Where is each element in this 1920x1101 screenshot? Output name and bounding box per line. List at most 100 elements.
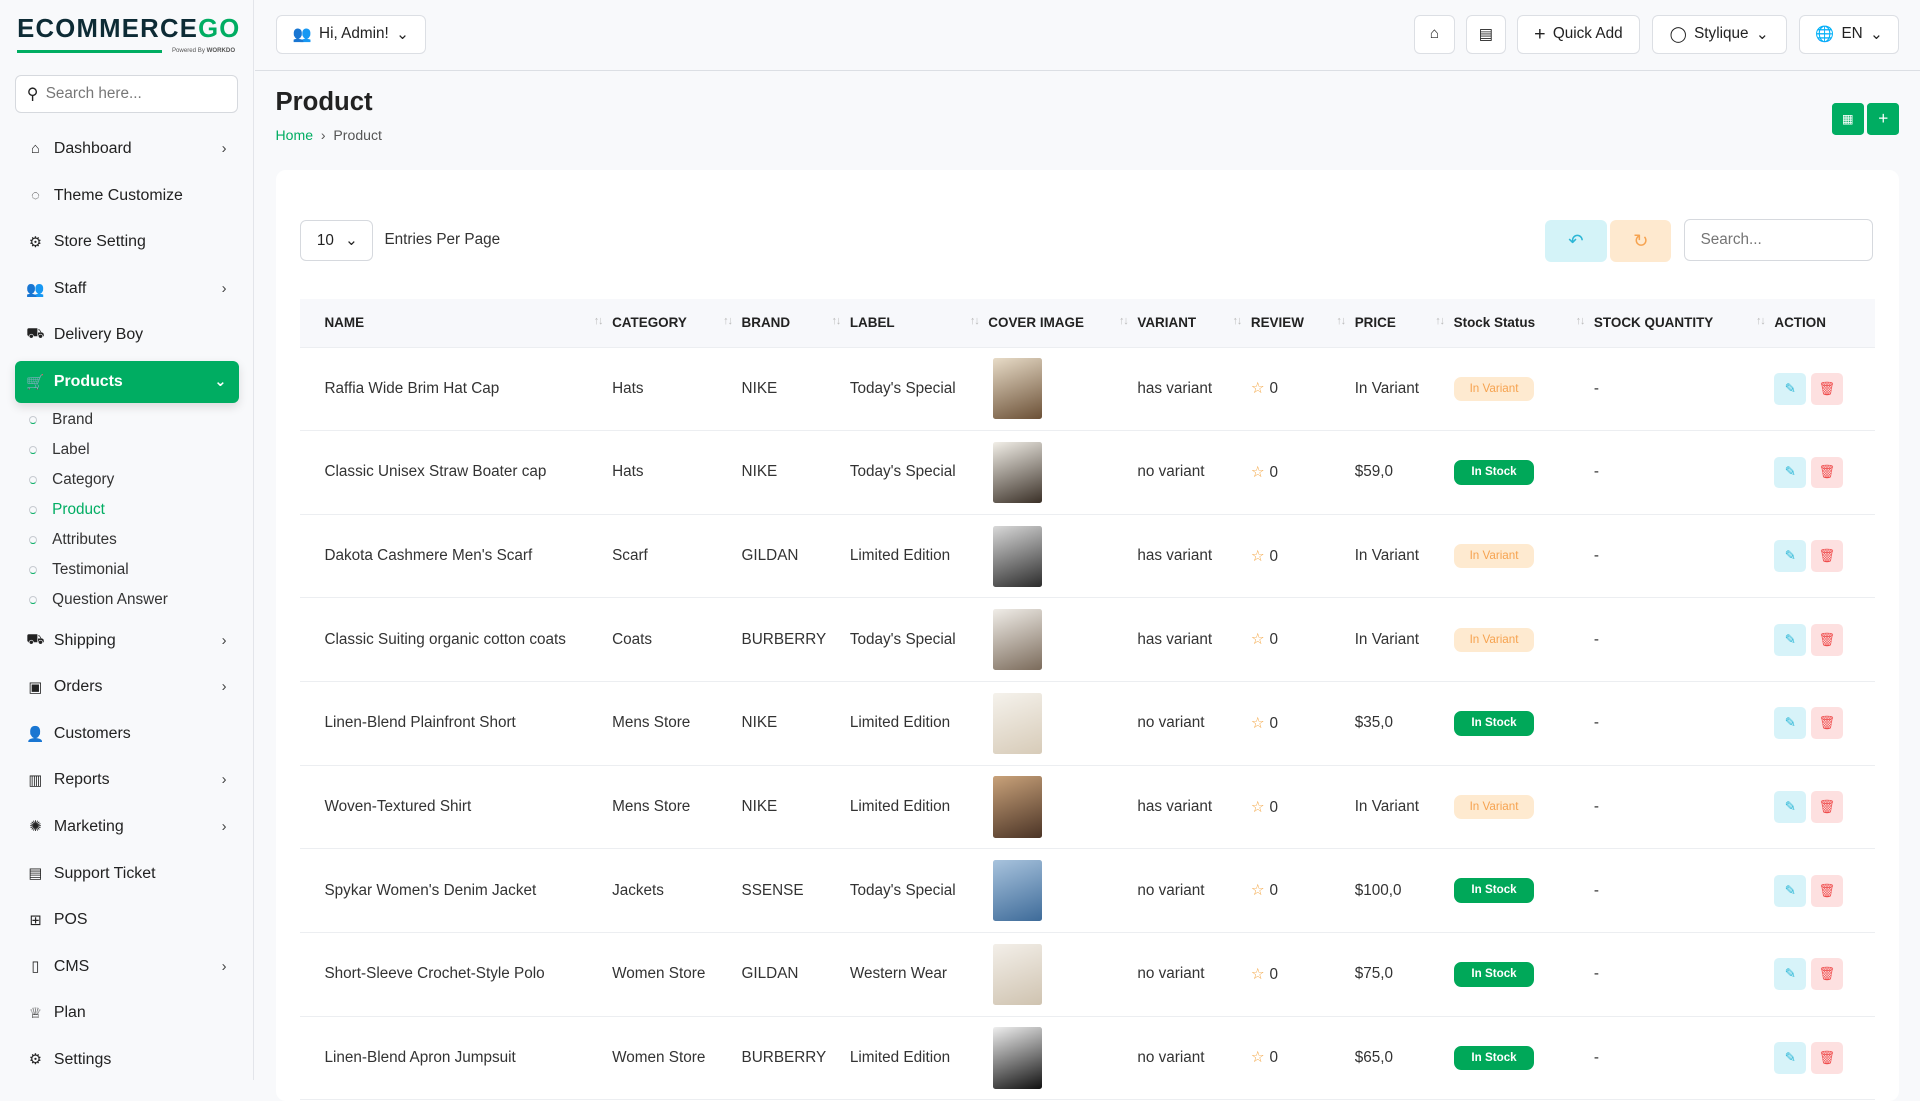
product-name: Spykar Women's Denim Jacket	[299, 848, 613, 934]
cms-icon: ▯	[31, 959, 40, 976]
delete-button[interactable]: 🗑	[1811, 874, 1843, 907]
sidebar-item-customers[interactable]: 👤 Customers	[26, 724, 131, 743]
refresh-button[interactable]: ↻	[1610, 220, 1672, 263]
sidebar-item-reports[interactable]: ▥ Reports ›	[28, 771, 227, 789]
sidebar-item-delivery-boy[interactable]: ⛟ Delivery Boy	[26, 326, 144, 344]
language-select[interactable]: 🌐 EN ⌄	[1798, 14, 1900, 54]
submenu-item-product[interactable]: Product	[29, 495, 238, 525]
sidebar-item-products[interactable]: 🛒 Products ⌄	[14, 361, 239, 403]
page-title: Product	[275, 88, 373, 117]
table-search-input[interactable]	[1683, 219, 1874, 261]
sidebar-item-pos[interactable]: ⊞ POS	[15, 899, 239, 941]
edit-button[interactable]: ✎	[1774, 958, 1807, 991]
chevron-down-icon: ⌄	[396, 25, 409, 43]
add-product-button[interactable]: +	[1867, 102, 1900, 135]
sidebar-item-store-setting[interactable]: ⚙ Store Setting	[28, 233, 146, 251]
theme-select[interactable]: ◯ Stylique ⌄	[1651, 14, 1787, 54]
column-header[interactable]: CATEGORY ↑↓	[612, 298, 742, 348]
trash-icon: 🗑	[1818, 966, 1836, 982]
delete-button[interactable]: 🗑	[1811, 540, 1843, 573]
column-header[interactable]: COVER IMAGE ↑↓	[988, 298, 1138, 348]
chevron-right-icon: ›	[221, 280, 227, 297]
column-header[interactable]: REVIEW ↑↓	[1250, 298, 1355, 348]
column-header[interactable]: ACTION	[1774, 298, 1875, 348]
column-header[interactable]: BRAND ↑↓	[741, 298, 850, 348]
sidebar-item-orders[interactable]: ▣ Orders ›	[28, 678, 227, 696]
sidebar-item-settings[interactable]: ⚙ Settings	[28, 1050, 112, 1069]
sidebar-item-plan[interactable]: ♕ Plan	[28, 1004, 86, 1022]
cover-image	[993, 358, 1043, 420]
star-icon: ☆	[1250, 965, 1265, 983]
sidebar-item-dashboard[interactable]: ⌂ Dashboard ›	[15, 129, 239, 171]
grid-view-button[interactable]: ▦	[1831, 102, 1864, 135]
column-header[interactable]: VARIANT ↑↓	[1137, 298, 1251, 348]
edit-button[interactable]: ✎	[1774, 707, 1807, 740]
column-header[interactable]: NAME ↑↓	[299, 298, 613, 348]
quick-add-button[interactable]: + Quick Add	[1517, 14, 1640, 54]
sidebar-item-shipping[interactable]: ⛟ Shipping ›	[26, 631, 227, 649]
chevron-right-icon: ›	[221, 632, 227, 649]
pencil-icon: ✎	[1784, 548, 1796, 564]
sidebar-item-support-ticket[interactable]: ▤ Support Ticket	[28, 864, 156, 882]
reset-button[interactable]: ↶	[1545, 220, 1607, 263]
store-button[interactable]: ⌂	[1414, 14, 1455, 54]
trash-icon: 🗑	[1818, 1049, 1836, 1065]
sidebar-item-staff[interactable]: 👥 Staff ›	[26, 279, 227, 298]
sidebar-item-marketing[interactable]: ✺ Marketing ›	[15, 806, 239, 848]
delete-button[interactable]: 🗑	[1811, 707, 1843, 740]
submenu-item-testimonial[interactable]: Testimonial	[29, 555, 238, 585]
delete-button[interactable]: 🗑	[1811, 791, 1843, 823]
edit-button[interactable]: ✎	[1774, 456, 1807, 489]
palette-icon: ◯	[1669, 25, 1687, 43]
edit-button[interactable]: ✎	[1774, 1042, 1807, 1074]
table-row: Spykar Women's Denim Jacket Jackets SSEN…	[299, 848, 1875, 934]
delete-button[interactable]: 🗑	[1811, 372, 1843, 405]
delete-button[interactable]: 🗑	[1811, 456, 1843, 489]
sort-icon: ↑↓	[1435, 314, 1445, 327]
submenu-item-category[interactable]: Category	[29, 465, 238, 495]
table-row: Woven-Textured Shirt Mens Store NIKE Lim…	[299, 765, 1875, 850]
table-row: Linen-Blend Apron Jumpsuit Women Store B…	[299, 1016, 1875, 1101]
gear-icon: ⚙	[28, 234, 43, 251]
sort-icon: ↑↓	[723, 314, 733, 327]
column-header[interactable]: Stock Status ↑↓	[1453, 298, 1594, 348]
edit-button[interactable]: ✎	[1774, 874, 1807, 907]
products-submenu: Brand Label Category Product Attributes Testi…	[15, 405, 239, 615]
pencil-icon: ✎	[1784, 715, 1796, 731]
user-menu-button[interactable]: 👥 Hi, Admin! ⌄	[275, 14, 427, 54]
sidebar-search-input[interactable]: ⚲ Search here...	[14, 74, 239, 114]
delete-button[interactable]: 🗑	[1811, 623, 1843, 656]
delete-button[interactable]: 🗑	[1811, 1042, 1843, 1074]
edit-button[interactable]: ✎	[1774, 623, 1807, 656]
bullet-icon	[29, 446, 38, 455]
sort-icon: ↑↓	[831, 314, 841, 327]
edit-button[interactable]: ✎	[1774, 791, 1807, 823]
submenu-item-question-answer[interactable]: Question Answer	[29, 585, 238, 615]
table-row: Raffia Wide Brim Hat Cap Hats NIKE Today…	[299, 347, 1875, 432]
chevron-down-icon: ⌄	[214, 374, 227, 391]
refresh-icon: ↻	[1633, 230, 1649, 252]
pencil-icon: ✎	[1784, 799, 1796, 815]
column-header[interactable]: LABEL ↑↓	[849, 298, 989, 348]
delete-button[interactable]: 🗑	[1811, 958, 1843, 991]
submenu-item-label[interactable]: Label	[29, 435, 238, 465]
pos-button[interactable]: ▤	[1465, 14, 1507, 54]
sidebar-item-theme-customize[interactable]: ◌ Theme Customize	[15, 175, 239, 217]
stock-status-badge: In Stock	[1453, 711, 1535, 736]
column-header[interactable]: PRICE ↑↓	[1354, 298, 1454, 348]
truck-icon: ⛟	[26, 326, 45, 343]
edit-button[interactable]: ✎	[1774, 540, 1807, 573]
gear-icon: ⚙	[28, 1052, 43, 1069]
breadcrumb-home[interactable]: Home	[275, 127, 314, 144]
cover-image	[993, 692, 1043, 754]
sort-icon: ↑↓	[969, 314, 980, 327]
edit-button[interactable]: ✎	[1774, 372, 1807, 405]
submenu-item-attributes[interactable]: Attributes	[29, 525, 238, 555]
logo[interactable]: ECOMMERCEGO Powered By WORKDO	[17, 14, 241, 54]
sidebar-item-cms[interactable]: ▯ CMS ›	[15, 946, 239, 988]
entries-per-page-select[interactable]: 10 ⌄	[299, 220, 374, 261]
stock-status-badge: In Variant	[1453, 543, 1535, 569]
trash-icon: 🗑	[1818, 882, 1836, 898]
column-header[interactable]: STOCK QUANTITY ↑↓	[1593, 298, 1775, 348]
submenu-item-brand[interactable]: Brand	[29, 405, 238, 435]
